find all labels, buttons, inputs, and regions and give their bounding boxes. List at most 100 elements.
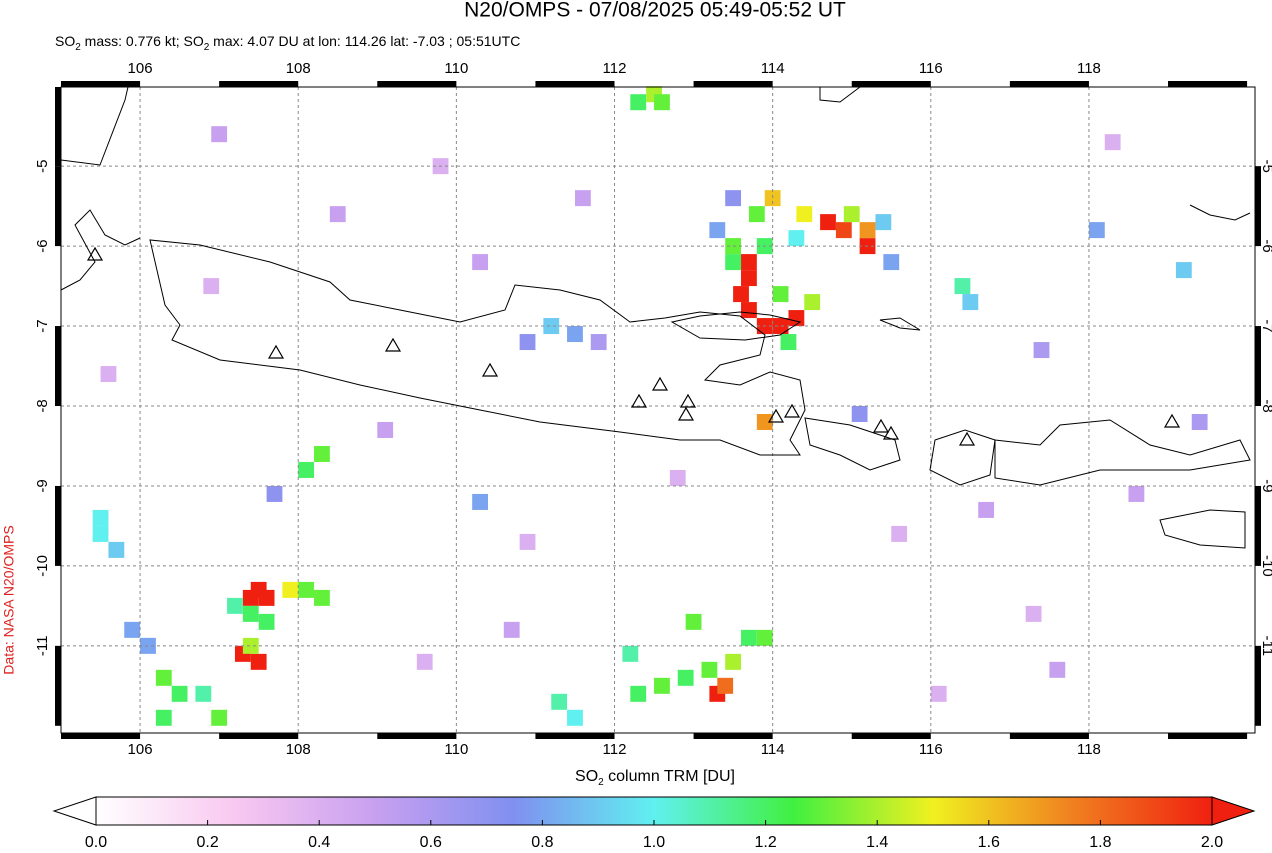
frame-band bbox=[851, 81, 931, 87]
so2-cell bbox=[1088, 222, 1105, 239]
so2-cell bbox=[717, 677, 734, 694]
x-tick-label: 116 bbox=[919, 60, 943, 77]
so2-cell bbox=[1033, 342, 1050, 359]
x-tick-label: 108 bbox=[286, 741, 311, 758]
so2-cell bbox=[741, 302, 757, 319]
text-part: SO bbox=[575, 768, 598, 785]
y-tick-label: -7 bbox=[1259, 319, 1272, 332]
grid bbox=[61, 87, 1255, 733]
frame-band bbox=[55, 485, 61, 566]
so2-cell bbox=[124, 621, 141, 638]
x-tick-label: 110 bbox=[444, 60, 468, 77]
x-tick-label: 108 bbox=[286, 60, 311, 77]
x-tick-label: 118 bbox=[1077, 741, 1101, 758]
so2-cell bbox=[155, 669, 172, 686]
so2-cell bbox=[92, 525, 109, 542]
so2-cell bbox=[567, 326, 583, 343]
colorbar-tick-label: 0.4 bbox=[308, 834, 330, 851]
colorbar-tick-label: 1.4 bbox=[866, 834, 888, 851]
frame-band bbox=[377, 81, 457, 87]
colorbar-tick-label: 1.8 bbox=[1089, 834, 1111, 851]
frame-band bbox=[1168, 733, 1248, 739]
so2-cell bbox=[962, 294, 979, 311]
so2-cell bbox=[725, 653, 742, 670]
x-tick-label: 114 bbox=[761, 60, 785, 77]
so2-cell bbox=[622, 645, 639, 662]
so2-cell bbox=[155, 709, 172, 726]
so2-cell bbox=[741, 629, 757, 646]
colorbar-under bbox=[52, 796, 97, 826]
so2-cell bbox=[377, 421, 394, 438]
x-tick-label: 106 bbox=[128, 741, 153, 758]
so2-cell bbox=[756, 413, 773, 430]
colorbar-label: SO2 column TRM [DU] bbox=[575, 768, 735, 788]
so2-cell bbox=[677, 669, 694, 686]
so2-cell bbox=[954, 278, 971, 295]
volcanoes bbox=[86, 246, 1181, 446]
frame-band bbox=[693, 81, 773, 87]
so2-cell bbox=[978, 501, 995, 518]
coastline bbox=[1159, 509, 1246, 549]
frame-band bbox=[535, 733, 615, 739]
so2-cell bbox=[567, 709, 583, 726]
y-tick-label: -5 bbox=[34, 159, 51, 172]
so2-cell bbox=[171, 685, 188, 702]
frame-band bbox=[1255, 326, 1261, 407]
text-part: column TRM [DU] bbox=[604, 768, 735, 785]
volcano bbox=[86, 246, 1181, 446]
so2-cell bbox=[519, 334, 536, 351]
so2-cell bbox=[1191, 413, 1208, 430]
so2-cell bbox=[733, 286, 749, 303]
colorbar-tick-label: 2.0 bbox=[1201, 834, 1223, 851]
coastline bbox=[804, 417, 901, 471]
y-tick-label: -8 bbox=[34, 399, 51, 412]
map-frame bbox=[55, 81, 1261, 739]
coastline bbox=[929, 429, 996, 486]
so2-cell bbox=[298, 461, 315, 478]
so2-cell bbox=[250, 581, 267, 598]
so2-cell bbox=[725, 254, 742, 271]
frame-band bbox=[55, 645, 61, 726]
so2-cell bbox=[930, 685, 947, 702]
y-tick-label: -10 bbox=[1259, 555, 1272, 577]
frame-band bbox=[219, 733, 299, 739]
subscript: 2 bbox=[598, 777, 604, 788]
so2-cell bbox=[748, 206, 765, 223]
x-tick-label: 116 bbox=[919, 741, 943, 758]
y-tick-label: -8 bbox=[1259, 399, 1272, 412]
colorbar-over bbox=[1211, 796, 1256, 826]
so2-cell bbox=[298, 581, 315, 598]
so2-cell bbox=[543, 318, 560, 335]
y-tick-label: -10 bbox=[34, 555, 51, 577]
title: N20/OMPS - 07/08/2025 05:49-05:52 UT bbox=[464, 0, 846, 22]
so2-cell bbox=[250, 653, 267, 670]
y-tick-label: -5 bbox=[1259, 159, 1272, 172]
subscript: 2 bbox=[75, 42, 81, 53]
so2-cell bbox=[258, 613, 275, 630]
text-part: max: 4.07 DU at lon: 114.26 lat: -7.03 ;… bbox=[209, 33, 520, 49]
so2-cell bbox=[804, 294, 821, 311]
so2-cell bbox=[630, 94, 647, 111]
coastline bbox=[670, 311, 802, 341]
frame-band bbox=[219, 81, 299, 87]
so2-cell bbox=[654, 94, 670, 111]
so2-cell bbox=[519, 533, 536, 550]
so2-cell bbox=[780, 334, 797, 351]
so2-cell bbox=[574, 190, 591, 207]
frame-band bbox=[1009, 81, 1089, 87]
y-tick-label: -9 bbox=[1259, 479, 1272, 492]
so2-cell bbox=[772, 318, 789, 335]
so2-cell bbox=[100, 366, 117, 383]
frame-band bbox=[61, 733, 141, 739]
so2-cell bbox=[685, 613, 702, 630]
text-part: mass: 0.776 kt; SO bbox=[81, 33, 204, 49]
so2-cell bbox=[875, 214, 892, 231]
so2-cell bbox=[630, 685, 647, 702]
so2-cell bbox=[227, 597, 243, 614]
frame-band bbox=[693, 733, 773, 739]
so2-cell bbox=[883, 254, 900, 271]
colorbar-tick-label: 1.2 bbox=[754, 834, 776, 851]
so2-cell bbox=[472, 254, 488, 271]
colorbar-tick-label: 0.2 bbox=[196, 834, 218, 851]
